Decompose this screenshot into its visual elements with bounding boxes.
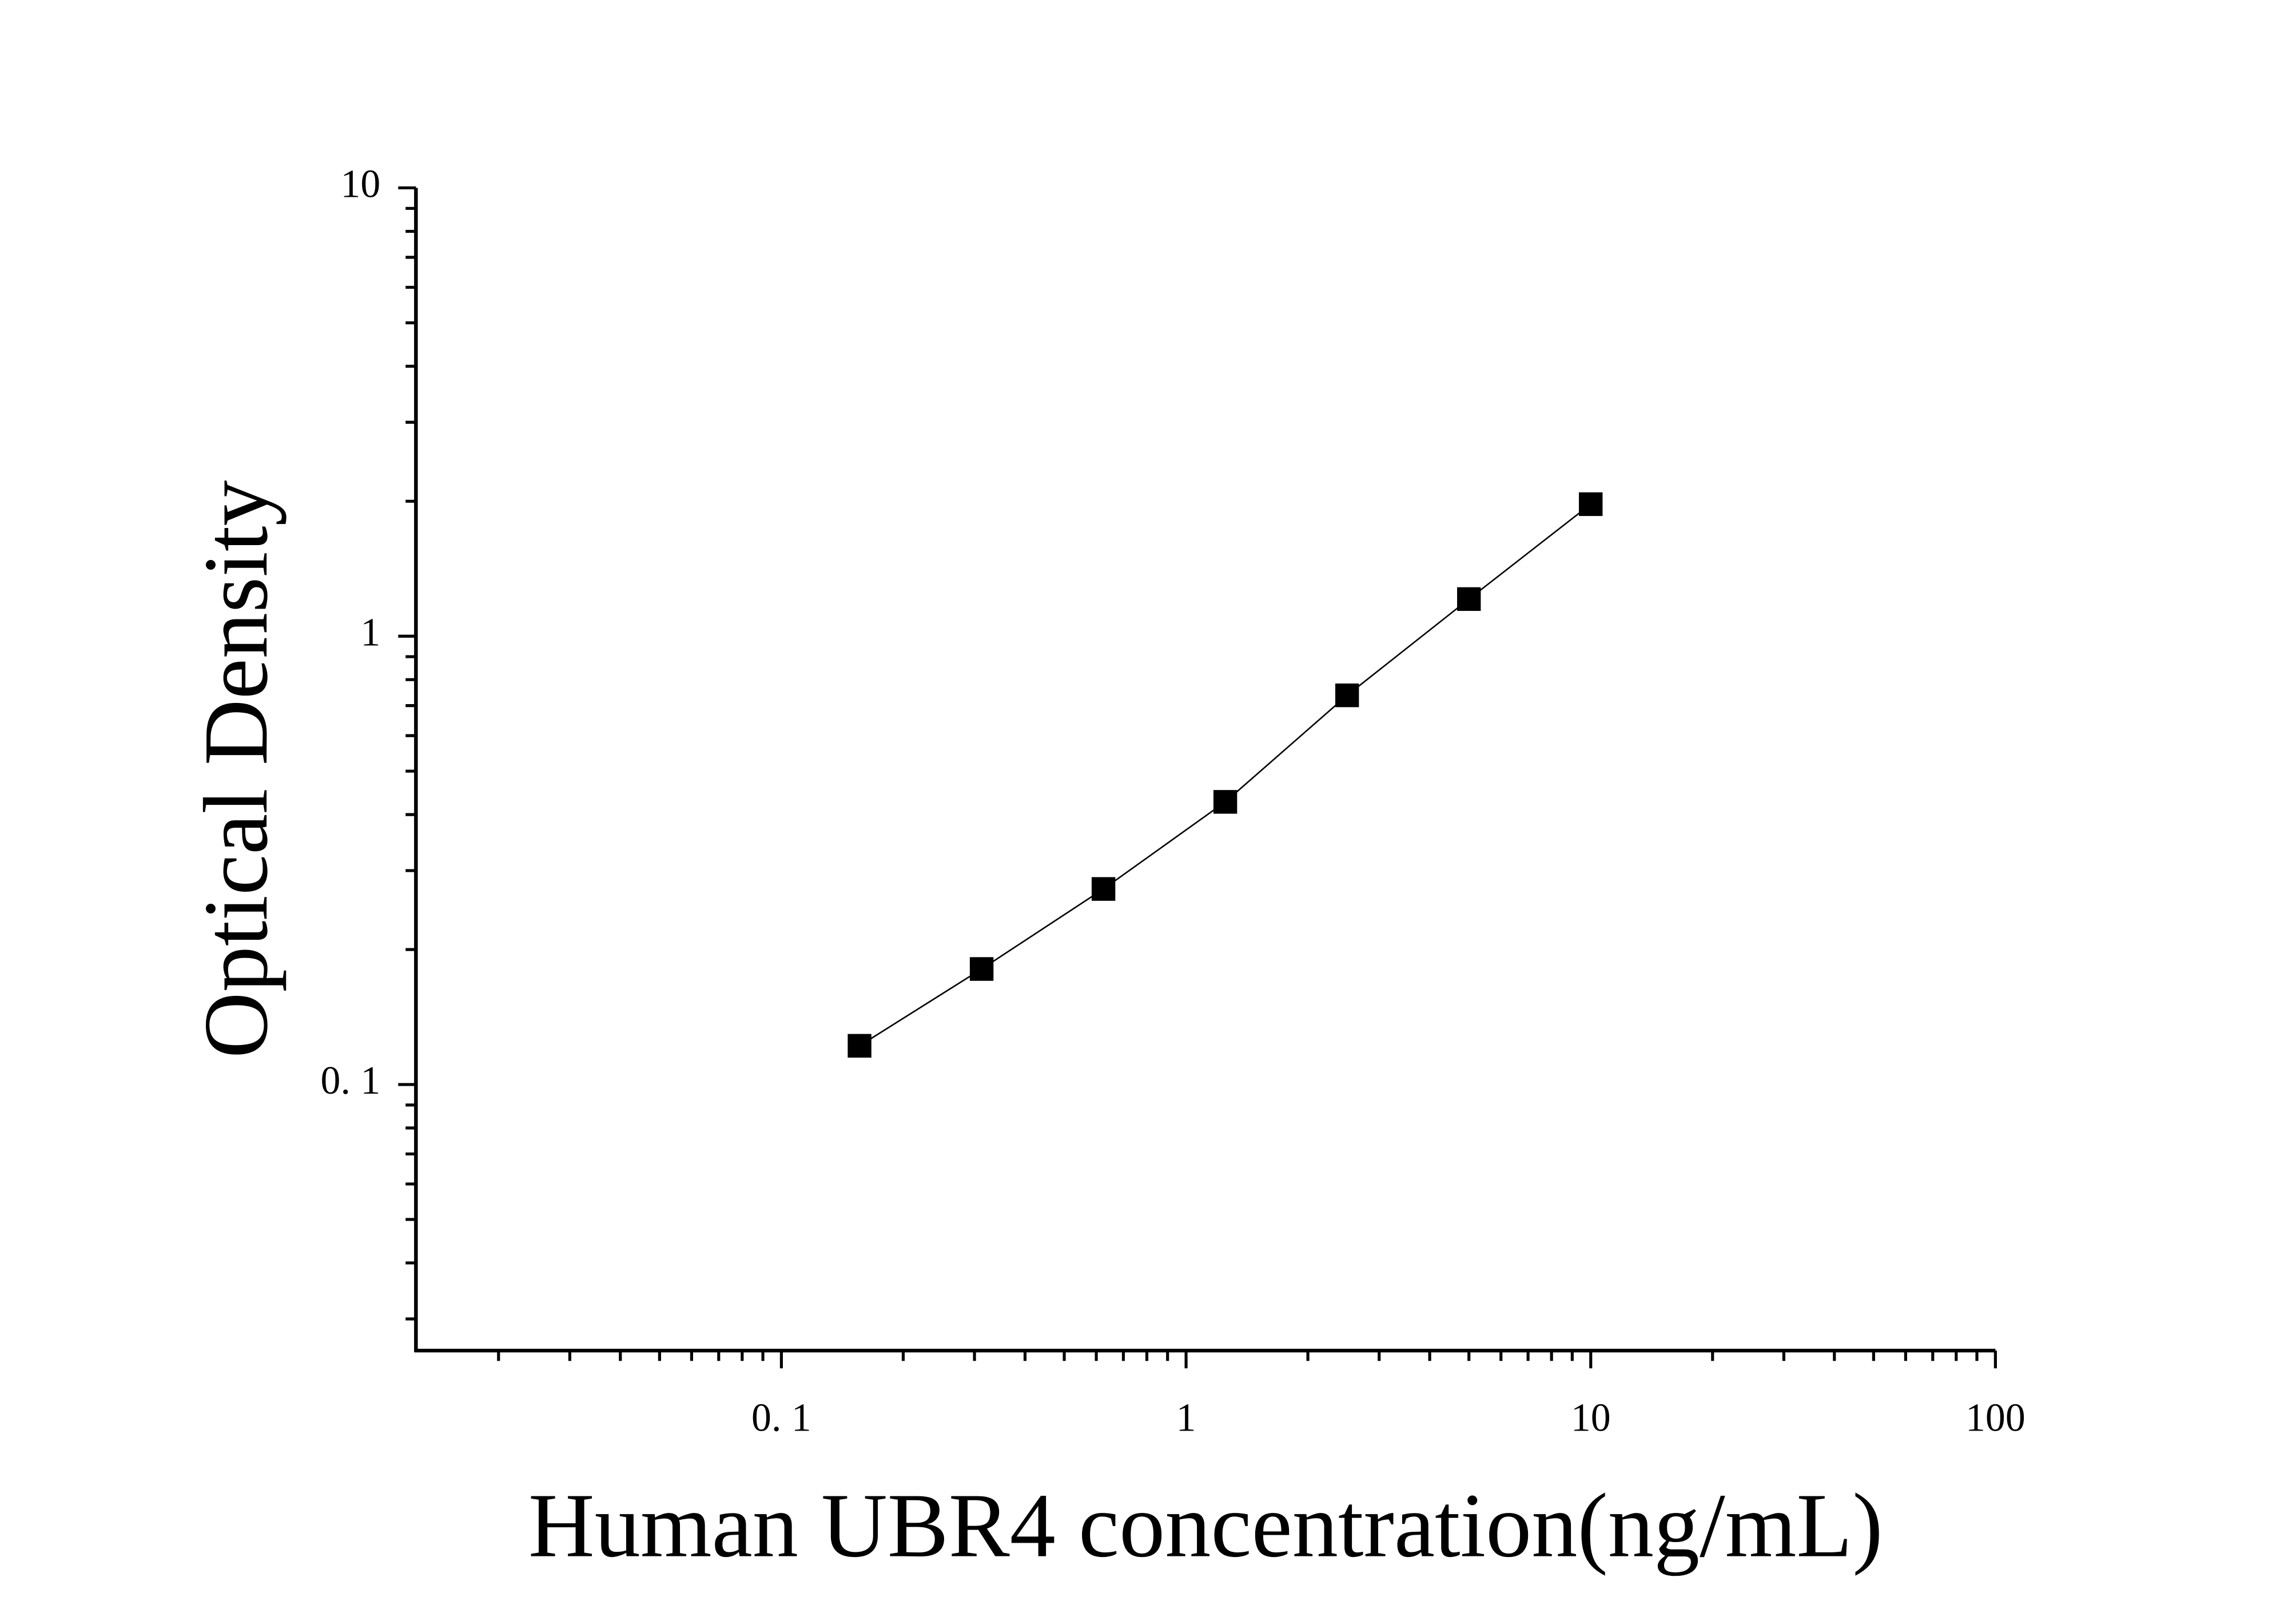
x-axis-label: Human UBR4 concentration(ng/mL): [528, 1475, 1883, 1576]
point: [969, 957, 994, 981]
point: [1091, 877, 1116, 901]
y-tick-label: 0. 1: [321, 1059, 381, 1103]
point: [1457, 587, 1481, 611]
y-axis-label: Optical Density: [185, 480, 286, 1058]
curve: [859, 503, 1591, 1047]
x-tick-label: 1: [1176, 1396, 1196, 1440]
x-tick-label: 10: [1571, 1396, 1611, 1440]
x-tick-label: 100: [1965, 1396, 2026, 1440]
y-tick-label: 1: [360, 610, 380, 654]
x-tick-label: 0. 1: [751, 1396, 811, 1440]
y-tick-label: 10: [340, 162, 380, 206]
point: [1335, 683, 1359, 708]
point: [1579, 492, 1603, 517]
point: [1213, 790, 1237, 814]
point: [847, 1034, 872, 1058]
